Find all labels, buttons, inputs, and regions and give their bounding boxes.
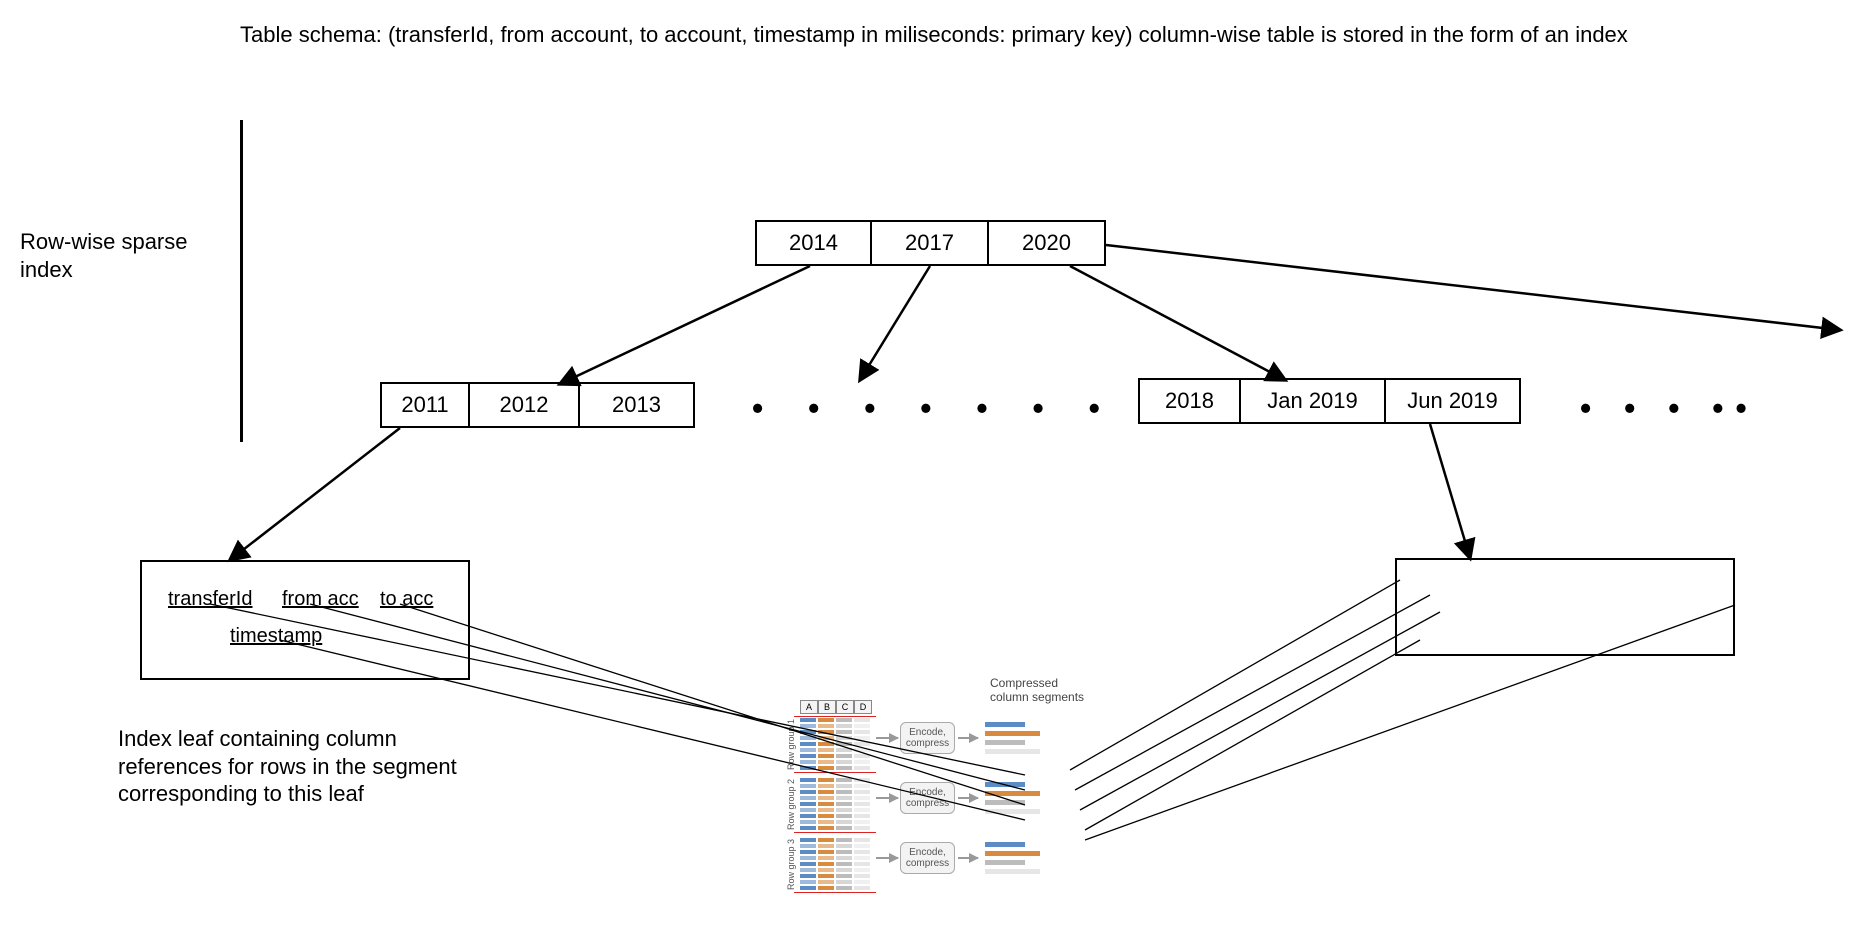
leaf-col-fromacc: from acc	[282, 588, 359, 611]
vertical-divider	[240, 120, 243, 442]
root-cell: 2020	[989, 220, 1106, 266]
l2-cell: Jan 2019	[1241, 378, 1386, 424]
leaf-col-transferid: transferId	[168, 588, 252, 611]
l2-cell: 2013	[580, 382, 695, 428]
leaf-col-toacc: to acc	[380, 588, 433, 611]
compressed-label: Compressed column segments	[990, 676, 1090, 704]
dots-mid: • • • • • • •	[752, 390, 1118, 427]
leaf-col-timestamp: timestamp	[230, 625, 322, 648]
l2-cell: 2011	[380, 382, 470, 428]
l2-cell: Jun 2019	[1386, 378, 1521, 424]
row-sparse-index-label: Row-wise sparse index	[20, 228, 188, 283]
level2-right-node: 2018 Jan 2019 Jun 2019	[1138, 378, 1521, 424]
leaf-left	[140, 560, 470, 680]
leaf-right	[1395, 558, 1735, 656]
side-label-text: Row-wise sparse index	[20, 229, 188, 282]
root-cell: 2014	[755, 220, 872, 266]
l2-cell: 2018	[1138, 378, 1241, 424]
l2-cell: 2012	[470, 382, 580, 428]
root-node: 2014 2017 2020	[755, 220, 1106, 266]
column-store-mini: A B C D Row group 1 Row group 2 Row grou…	[780, 700, 1140, 900]
level2-left-node: 2011 2012 2013	[380, 382, 695, 428]
mini-arrows	[780, 700, 1140, 900]
schema-title: Table schema: (transferId, from account,…	[240, 22, 1740, 48]
root-cell: 2017	[872, 220, 989, 266]
leaf-caption: Index leaf containing column references …	[118, 725, 457, 808]
dots-right: • • • ••	[1580, 390, 1759, 427]
